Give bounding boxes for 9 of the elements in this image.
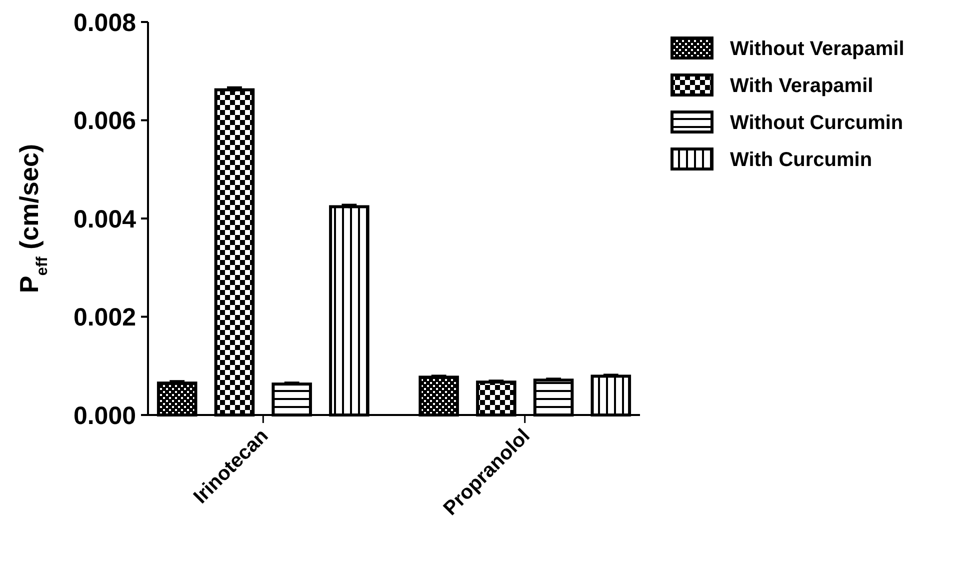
legend-label: Without Verapamil bbox=[730, 38, 904, 60]
y-tick-label: 0.000 bbox=[73, 402, 136, 430]
legend-label: With Verapamil bbox=[730, 75, 874, 97]
y-tick-label: 0.006 bbox=[73, 107, 136, 135]
y-tick-label: 0.008 bbox=[73, 8, 136, 37]
y-tick-label: 0.004 bbox=[73, 205, 136, 234]
legend-label: Without Curcumin bbox=[730, 112, 904, 134]
y-tick-label: 0.002 bbox=[73, 304, 136, 332]
legend-label: With Curcumin bbox=[730, 149, 872, 171]
